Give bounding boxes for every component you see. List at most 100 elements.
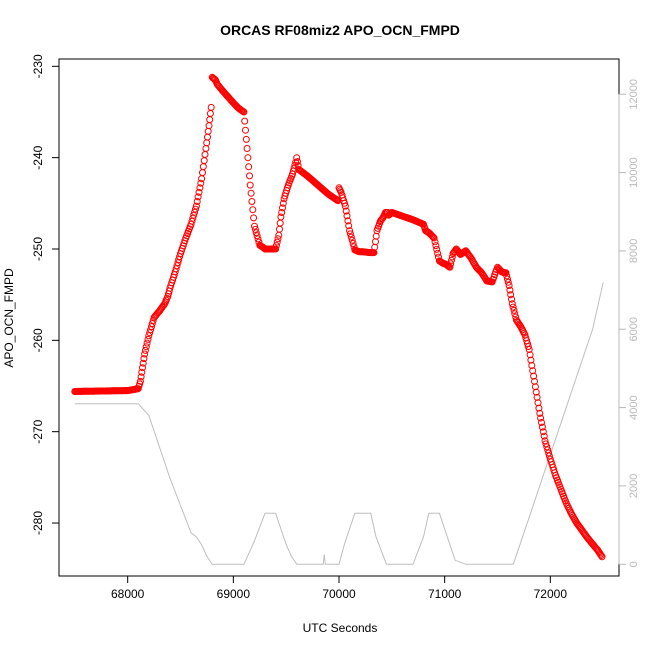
- data-point: [344, 217, 352, 225]
- data-point: [194, 193, 202, 201]
- right-y-tick-label: 8000: [628, 239, 640, 263]
- data-point: [274, 235, 282, 243]
- data-point: [272, 242, 280, 250]
- data-point: [254, 235, 262, 243]
- x-axis: 68000 69000 70000 71000 72000: [111, 575, 568, 601]
- data-point: [172, 265, 180, 273]
- data-point: [341, 202, 349, 210]
- x-tick-label: 68000: [111, 587, 145, 601]
- data-point: [253, 232, 261, 240]
- altitude-line-layer: [74, 282, 604, 565]
- x-tick-label: 70000: [322, 587, 356, 601]
- data-point: [508, 300, 516, 308]
- data-point: [598, 553, 606, 561]
- data-point: [187, 220, 195, 228]
- data-point: [242, 126, 249, 134]
- data-point: [171, 268, 179, 276]
- data-point: [242, 135, 250, 143]
- data-point: [348, 236, 356, 244]
- data-point: [191, 208, 199, 216]
- y-tick-label: -250: [31, 237, 45, 261]
- right-y-tick-label: 12000: [628, 79, 640, 110]
- data-point: [538, 423, 546, 431]
- data-point: [173, 262, 181, 270]
- data-point: [346, 227, 354, 235]
- data-point: [447, 260, 455, 268]
- data-point: [244, 154, 252, 162]
- data-point: [279, 204, 286, 212]
- data-point: [510, 306, 518, 314]
- data-point: [448, 256, 455, 264]
- data-point: [535, 404, 543, 412]
- data-point: [508, 295, 515, 303]
- data-point: [528, 362, 536, 369]
- data-point: [137, 373, 145, 381]
- data-point: [524, 343, 532, 350]
- data-point: [252, 229, 260, 237]
- data-point: [346, 230, 354, 238]
- data-point: [141, 346, 149, 354]
- data-point: [188, 217, 196, 225]
- right-y-tick-label: 10000: [628, 157, 640, 188]
- data-point: [248, 198, 256, 205]
- data-point: [273, 238, 281, 246]
- data-point: [504, 275, 511, 283]
- right-y-tick-label: 6000: [628, 317, 640, 341]
- data-point: [196, 184, 204, 192]
- data-point: [502, 269, 510, 277]
- data-point: [279, 199, 287, 207]
- data-point: [250, 214, 258, 222]
- data-point: [597, 552, 605, 559]
- data-point: [504, 278, 512, 286]
- data-point: [278, 209, 286, 216]
- data-point: [195, 188, 203, 196]
- data-point: [277, 213, 285, 221]
- x-tick-label: 71000: [428, 587, 462, 601]
- data-point: [532, 388, 540, 396]
- right-y-axis: 0 2000 4000 6000 8000 10000 12000: [618, 79, 640, 567]
- data-point: [537, 414, 545, 422]
- y-tick-label: -230: [31, 54, 45, 78]
- data-point: [544, 446, 552, 454]
- right-y-tick-label: 0: [628, 561, 640, 567]
- data-point: [144, 335, 152, 343]
- data-point: [540, 432, 548, 440]
- data-point: [430, 234, 438, 242]
- data-point: [251, 225, 259, 233]
- data-point: [148, 323, 155, 331]
- data-point: [446, 263, 454, 271]
- right-y-tick-label: 4000: [628, 395, 640, 419]
- data-point: [431, 238, 439, 246]
- data-point: [293, 154, 301, 162]
- data-point: [511, 310, 519, 318]
- data-point: [247, 189, 255, 197]
- data-point: [503, 272, 511, 280]
- data-point: [148, 320, 156, 328]
- x-axis-label: UTC Seconds: [303, 621, 378, 635]
- data-point: [506, 286, 514, 294]
- y-tick-label: -240: [31, 145, 45, 169]
- data-point: [245, 163, 253, 171]
- data-point: [536, 409, 544, 417]
- data-point: [240, 108, 248, 116]
- chart-title: ORCAS RF08miz2 APO_OCN_FMPD: [220, 22, 460, 38]
- y-axis-label: APO_OCN_FMPD: [2, 268, 16, 368]
- data-point: [241, 117, 249, 125]
- data-point: [543, 443, 551, 451]
- data-points-layer: [71, 73, 606, 561]
- data-point: [140, 355, 148, 363]
- data-point: [349, 240, 357, 247]
- data-point: [243, 145, 251, 152]
- data-point: [526, 351, 534, 359]
- data-point: [246, 181, 254, 189]
- data-point: [147, 326, 155, 334]
- y-tick-label: -260: [31, 328, 45, 352]
- data-point: [145, 332, 153, 340]
- x-tick-label: 72000: [534, 587, 568, 601]
- data-point: [246, 172, 253, 180]
- data-point: [529, 367, 537, 375]
- data-point: [207, 103, 215, 111]
- data-point: [142, 343, 150, 351]
